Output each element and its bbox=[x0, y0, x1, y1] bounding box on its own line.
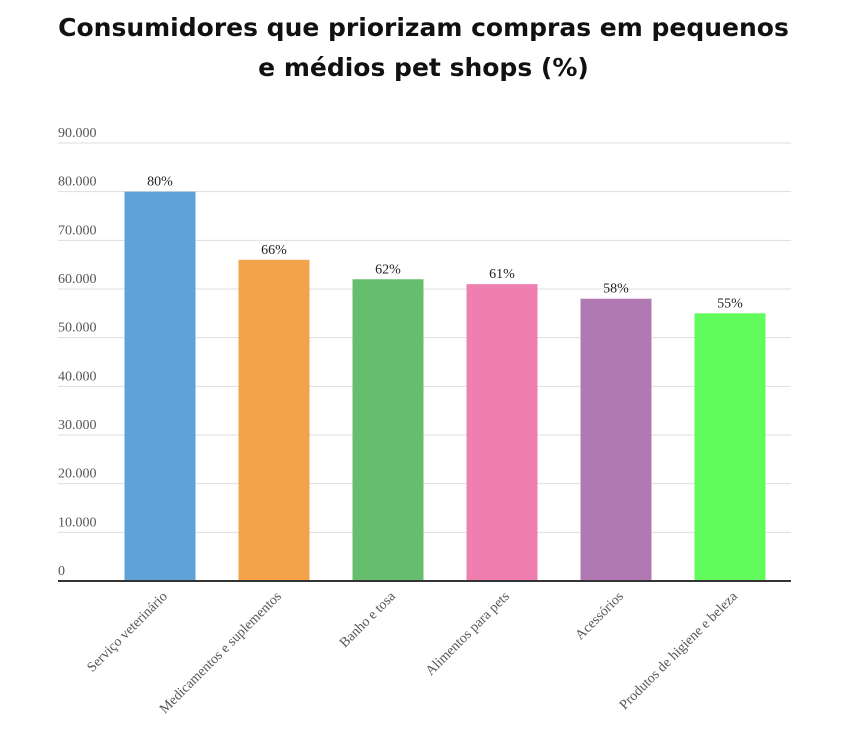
data-label: 66% bbox=[261, 243, 287, 258]
y-tick-label: 20.000 bbox=[58, 467, 97, 482]
bars bbox=[124, 191, 766, 581]
chart-title-line-2: e médios pet shops (%) bbox=[258, 53, 589, 82]
category-label: Alimentos para pets bbox=[423, 589, 513, 679]
data-labels: 80% 66% 62% 61% 58% 55% bbox=[147, 175, 743, 312]
y-tick-label: 40.000 bbox=[58, 369, 97, 384]
bar bbox=[694, 313, 766, 581]
category-label: Acessórios bbox=[573, 589, 627, 643]
bar bbox=[352, 279, 424, 581]
y-tick-label: 60.000 bbox=[58, 272, 97, 287]
bar bbox=[580, 298, 652, 581]
data-label: 62% bbox=[375, 262, 401, 277]
category-label: Banho e tosa bbox=[337, 589, 399, 651]
category-label: Serviço veterinário bbox=[85, 589, 171, 675]
bar bbox=[124, 191, 196, 581]
y-tick-label: 50.000 bbox=[58, 321, 97, 336]
y-tick-label: 0 bbox=[58, 564, 65, 579]
chart-title: Consumidores que priorizam compras em pe… bbox=[0, 8, 847, 88]
category-label: Produtos de higiene e beleza bbox=[617, 589, 741, 713]
bar bbox=[466, 284, 538, 581]
data-label: 80% bbox=[147, 175, 173, 190]
y-tick-label: 70.000 bbox=[58, 223, 97, 238]
data-label: 55% bbox=[717, 296, 743, 311]
data-label: 58% bbox=[603, 282, 629, 297]
y-tick-label: 80.000 bbox=[58, 175, 97, 190]
bar bbox=[238, 259, 310, 581]
category-label: Medicamentos e suplementos bbox=[157, 589, 285, 717]
y-tick-label: 90.000 bbox=[58, 126, 97, 141]
chart-title-line-1: Consumidores que priorizam compras em pe… bbox=[58, 13, 789, 42]
y-tick-label: 10.000 bbox=[58, 515, 97, 530]
y-tick-label: 30.000 bbox=[58, 418, 97, 433]
data-label: 61% bbox=[489, 267, 515, 282]
y-axis-tick-labels: 0 10.000 20.000 30.000 40.000 50.000 60.000 70.… bbox=[58, 126, 97, 579]
